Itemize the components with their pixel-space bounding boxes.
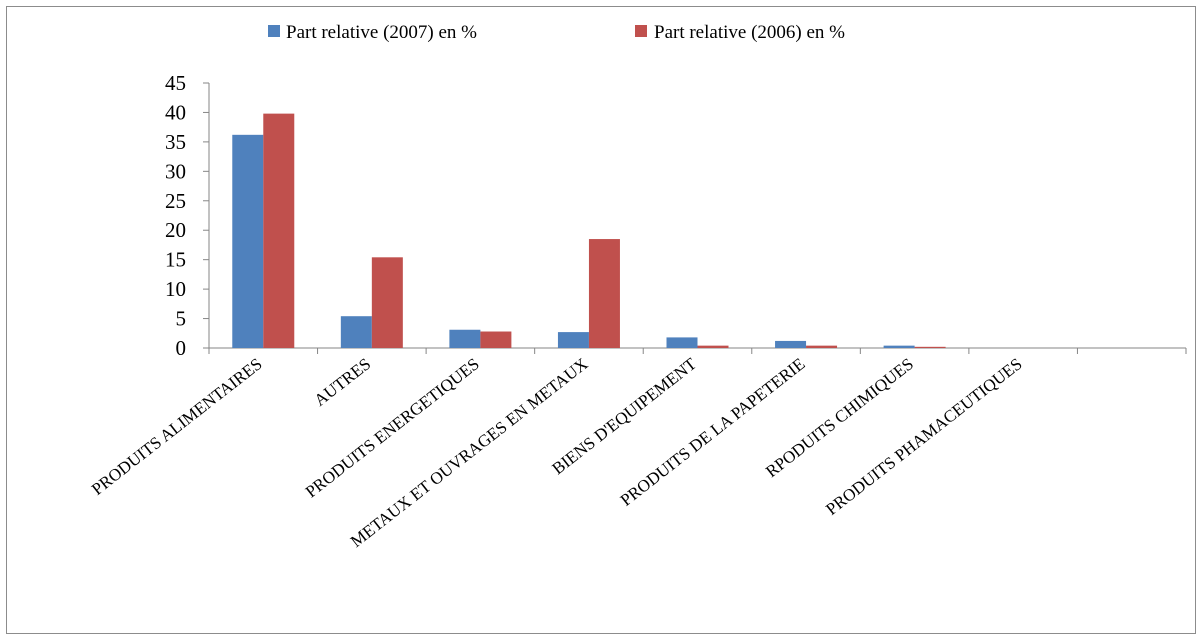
bar-2007-1: [340, 316, 372, 348]
bar-2006-3: [588, 239, 620, 348]
y-tick-label: 20: [165, 218, 186, 242]
category-label: PRODUITS ALIMENTAIRES: [88, 354, 266, 499]
legend: Part relative (2007) en % Part relative (…: [268, 22, 845, 43]
bar-2007-0: [232, 134, 264, 348]
category-label: AUTRES: [310, 354, 374, 410]
y-tick-label: 45: [165, 71, 186, 95]
category-label: PRODUITS DE LA PAPETERIE: [617, 354, 809, 510]
bar-2006-1: [371, 257, 403, 348]
legend-label-1: Part relative (2006) en %: [654, 22, 845, 43]
y-tick-label: 0: [176, 336, 187, 360]
y-tick-label: 35: [165, 130, 186, 154]
bar-2007-5: [775, 340, 807, 348]
legend-label-0: Part relative (2007) en %: [286, 22, 477, 43]
y-tick-label: 25: [165, 189, 186, 213]
y-tick-label: 10: [165, 277, 186, 301]
x-axis: [208, 347, 1187, 354]
bar-2007-4: [666, 337, 698, 348]
bar-2007-6: [883, 345, 915, 348]
y-tick-label: 40: [165, 100, 186, 124]
y-tick-label: 5: [176, 307, 187, 331]
legend-swatch-0: [268, 25, 280, 37]
y-tick-label: 15: [165, 248, 186, 272]
bar-2006-6: [914, 346, 946, 348]
bar-2007-2: [449, 329, 481, 348]
legend-swatch-1: [635, 25, 647, 37]
category-label: PRODUITS ENERGETIQUES: [302, 354, 483, 501]
category-label: METAUX ET OUVRAGES EN METAUX: [347, 354, 591, 551]
y-axis: 0 5 10 15 20 25 30 35 40 45: [165, 71, 210, 360]
bar-2006-2: [480, 331, 512, 348]
category-label: PRODUITS PHAMACEUTIQUES: [822, 354, 1025, 519]
bar-2006-5: [806, 345, 838, 348]
bar-2007-3: [557, 332, 589, 348]
bars: [232, 113, 946, 348]
bar-2006-4: [697, 345, 729, 348]
bar-2006-0: [263, 113, 295, 348]
y-tick-label: 30: [165, 159, 186, 183]
